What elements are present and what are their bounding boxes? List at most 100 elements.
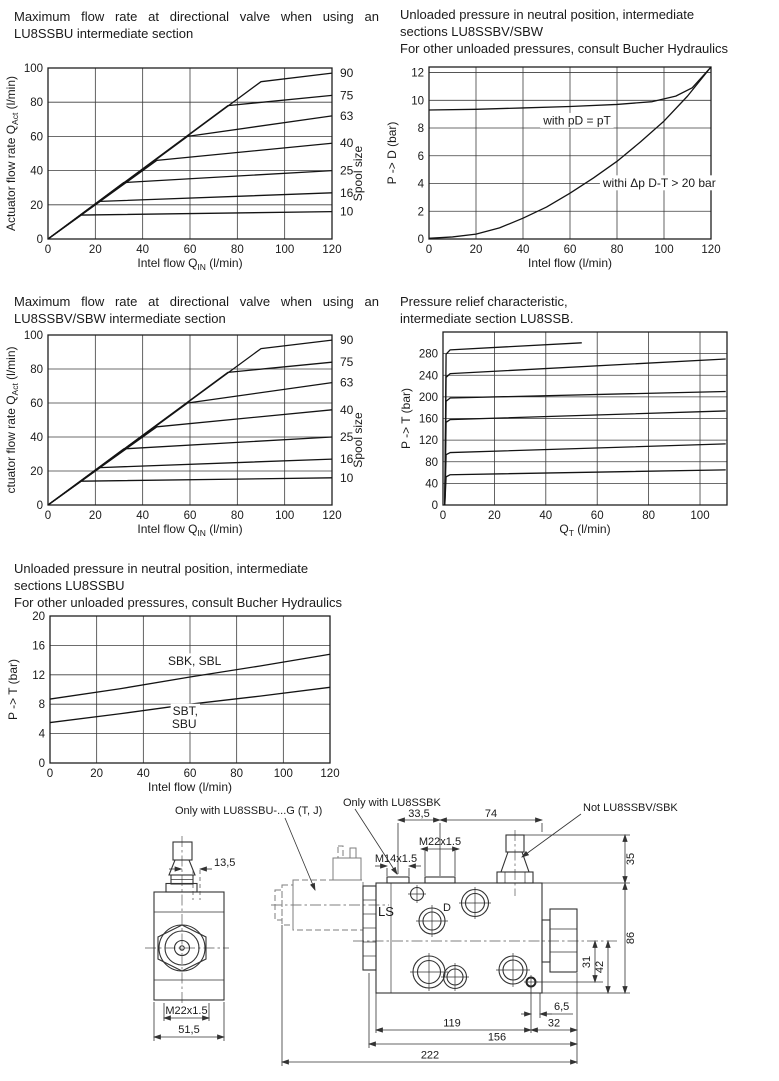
ports: [408, 885, 538, 991]
port-label-ls: LS: [378, 904, 394, 919]
dim-m22-thread: M22x1.5: [419, 836, 461, 848]
chart-title: Pressure relief characteristic, intermed…: [400, 294, 574, 327]
chart-text: 40: [340, 136, 354, 150]
chart-text: 40: [425, 478, 438, 490]
chart-text: withi Δp D-T > 20 bar: [602, 176, 716, 190]
chart-text: 4: [418, 179, 425, 191]
chart-title: Unloaded pressure in neutral position, i…: [14, 561, 343, 611]
chart-text: 60: [184, 768, 197, 780]
dim-circle-offset: 6,5: [554, 1001, 569, 1013]
chart-text: 100: [274, 768, 293, 780]
chart-text: 20: [32, 611, 45, 623]
chart-text: 20: [488, 510, 501, 522]
chart-text: 10: [411, 95, 424, 107]
chart-text: Intel flow (l/min): [528, 256, 612, 270]
chart-text: 40: [30, 432, 43, 444]
chart-unloaded-lu8ssbu: Unloaded pressure in neutral position, i…: [0, 555, 390, 805]
plot-frame: [49, 615, 331, 764]
plot-frame: [47, 67, 333, 240]
plot-frame: [442, 331, 728, 506]
chart-text: 0: [432, 500, 438, 512]
chart-text: 75: [340, 88, 354, 102]
chart-text: 100: [690, 510, 709, 522]
outlet-hex-fitting: [541, 908, 578, 973]
dim-body-len-2: 156: [488, 1032, 506, 1044]
chart-text: 63: [340, 109, 354, 123]
chart-text: 80: [642, 510, 655, 522]
chart-text: 0: [45, 510, 51, 522]
chart-text: ctuator flow rate QAct (l/min): [4, 347, 20, 494]
chart-text: SBT,: [173, 704, 198, 718]
right-dimensions: 35 86 31 42: [524, 833, 637, 995]
series-line: [444, 469, 726, 506]
left-view: 13,5 M22x1.5 51,5: [145, 836, 235, 1041]
chart-text: 80: [30, 97, 43, 109]
chart-text: 60: [564, 244, 577, 256]
chart-text: 40: [340, 403, 354, 417]
chart-text: SBU: [172, 717, 197, 731]
chart-text: 100: [24, 330, 43, 342]
chart-text: Spool size: [351, 412, 365, 468]
chart-text: 80: [611, 244, 624, 256]
chart-text: SBK, SBL: [168, 654, 222, 668]
bottom-dimensions: 6,5 119 32 156 222: [280, 925, 579, 1066]
chart-text: 8: [418, 123, 424, 135]
dim-left-thread: M22x1.5: [165, 1005, 207, 1017]
chart-text: 40: [136, 244, 149, 256]
top-dimensions: 33,5 74 M22x1.5 M14x1.5: [375, 808, 544, 876]
chart-text: 0: [47, 768, 53, 780]
chart-text: 40: [517, 244, 530, 256]
chart-title: Maximum flow rate at directional valve w…: [14, 9, 379, 42]
relief-valve: [496, 830, 534, 896]
chart-text: 60: [591, 510, 604, 522]
chart-text: 90: [340, 333, 354, 347]
dim-total-len: 222: [421, 1050, 439, 1062]
chart-text: 100: [24, 63, 43, 75]
leader-label-relief-valve: Not LU8SSBV/SBK: [583, 802, 678, 814]
plot-frame: [428, 66, 712, 240]
chart-text: 200: [419, 392, 438, 404]
chart-text: 100: [654, 244, 673, 256]
chart-text: 100: [275, 510, 294, 522]
chart-text: 2: [418, 206, 424, 218]
chart-text: 120: [320, 768, 339, 780]
chart-text: 40: [30, 166, 43, 178]
chart-text: P -> T (bar): [6, 659, 20, 720]
dim-port-drop-2: 42: [594, 961, 606, 973]
chart-text: 80: [231, 244, 244, 256]
chart-text: 40: [137, 768, 150, 780]
chart-text: QT (l/min): [559, 522, 610, 538]
chart-text: 120: [701, 244, 720, 256]
chart-text: 60: [30, 131, 43, 143]
chart-text: 63: [340, 376, 354, 390]
main-view: LS D Only with LU8SSBU-...G (T, J) Only …: [175, 797, 678, 1066]
chart-canvas-unloaded-lu8ssbv-sbw: 0 20 40 60 80 100 120 0 2 4 6 8 10 12 Intel flow (l/mi…: [385, 66, 721, 270]
chart-canvas-flow-lu8ssbu: 0 20 40 60 80 100 120 0 20 40 60 80 100 90 75 63 40 25 16 1…: [4, 63, 365, 272]
chart-text: 100: [275, 244, 294, 256]
series-line: [428, 66, 712, 239]
leader-callouts: Only with LU8SSBU-...G (T, J) Only with …: [175, 797, 678, 892]
chart-text: Actuator flow rate QAct (l/min): [4, 76, 20, 231]
chart-text: 4: [39, 729, 46, 741]
chart-text: 6: [418, 151, 424, 163]
chart-text: 20: [90, 768, 103, 780]
chart-text: 0: [39, 758, 45, 770]
chart-text: 120: [322, 244, 341, 256]
chart-canvas-unloaded-lu8ssbu: 0 20 40 60 80 100 120 0 4 8 12 16 20 Intel flow (l/mi…: [6, 611, 340, 794]
chart-text: 20: [30, 466, 43, 478]
chart-text: Intel flow QIN (l/min): [137, 256, 242, 272]
dim-edge-offset: 32: [548, 1018, 560, 1030]
chart-text: 10: [340, 205, 354, 219]
chart-text: 240: [419, 370, 438, 382]
chart-text: with pD = pT: [542, 113, 611, 127]
series-line: [444, 410, 726, 506]
dim-left-width: 51,5: [178, 1024, 199, 1036]
chart-text: 12: [32, 670, 45, 682]
chart-text: 12: [411, 68, 424, 80]
chart-text: 0: [45, 244, 51, 256]
chart-text: 75: [340, 355, 354, 369]
chart-canvas-flow-lu8ssbv-sbw: 0 20 40 60 80 100 120 0 20 40 60 80 100 90 75 63 40 25 16 1…: [4, 330, 365, 538]
chart-text: 160: [419, 414, 438, 426]
leader-label-m14-port: Only with LU8SSBK: [343, 797, 441, 809]
